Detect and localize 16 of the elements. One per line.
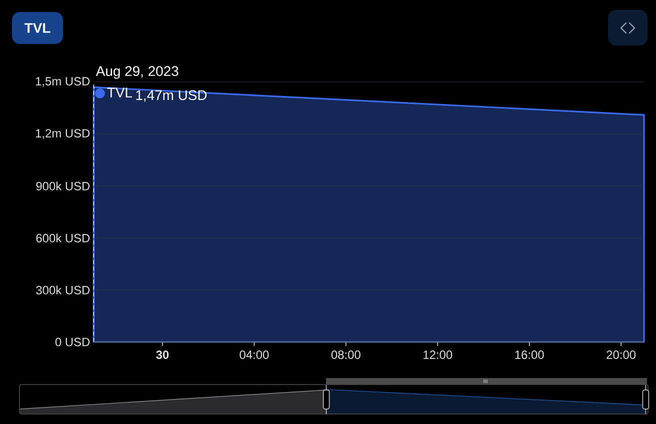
x-tick-label: 12:00: [424, 350, 452, 359]
y-tick-label: 1,5m USD: [36, 77, 90, 87]
ref-line-label: Aug 29, 2023: [96, 66, 178, 79]
chart-title: TVL: [24, 23, 50, 33]
x-tick-label: 04:00: [240, 350, 269, 359]
x-tick-label: 16:00: [515, 350, 544, 359]
y-tick-label: 900k USD: [36, 182, 90, 190]
legend-label: TVL: [107, 88, 132, 98]
y-tick-label: 1,2m USD: [36, 129, 90, 139]
x-tick-label: 20:00: [606, 350, 636, 359]
y-tick-label: 600k USD: [36, 234, 90, 242]
y-tick-label: 0 USD: [55, 338, 90, 346]
annotation: 1,47m USD: [136, 90, 207, 102]
x-tick-label: 30: [156, 350, 169, 360]
y-tick-label: 300k USD: [36, 286, 90, 294]
x-tick-label: 08:00: [331, 350, 360, 359]
